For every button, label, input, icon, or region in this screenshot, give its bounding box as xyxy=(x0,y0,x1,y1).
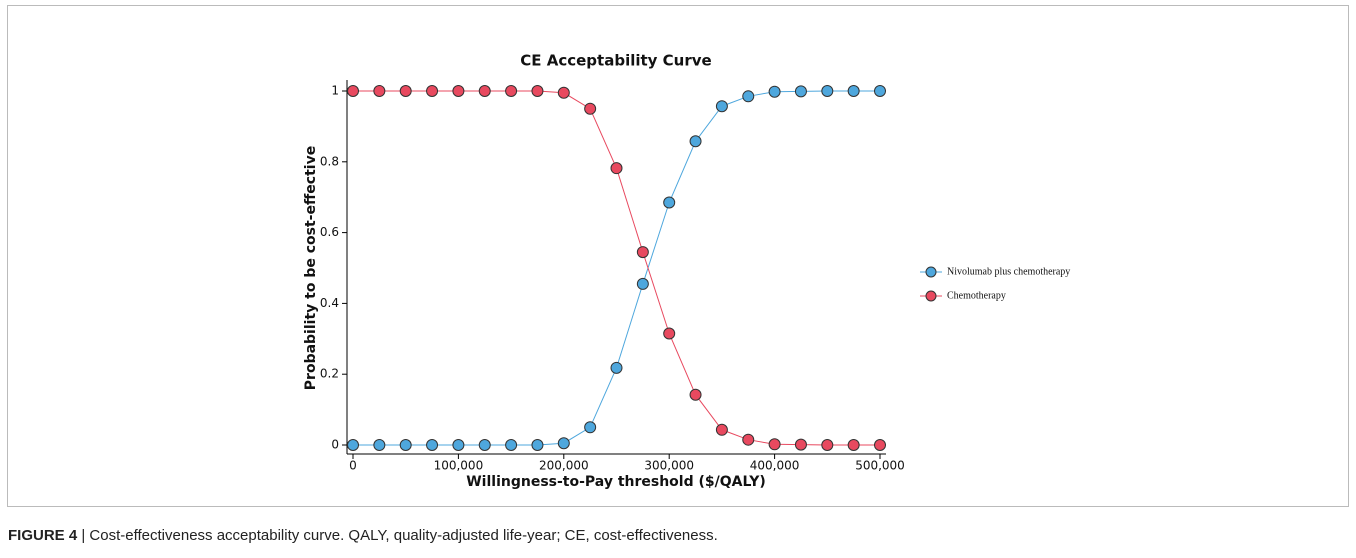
data-point xyxy=(557,86,570,99)
x-tick-label: 500,000 xyxy=(855,459,905,473)
data-point xyxy=(531,439,544,451)
figure-frame xyxy=(7,5,1349,507)
data-point xyxy=(636,246,649,259)
data-point xyxy=(478,85,491,97)
legend-marker xyxy=(925,266,937,278)
x-tick-label: 100,000 xyxy=(434,459,484,473)
data-point xyxy=(663,327,676,340)
data-point xyxy=(584,421,597,434)
y-tick-label: 0 xyxy=(331,438,339,452)
data-point xyxy=(373,85,386,97)
legend-label: Nivolumab plus chemotherapy xyxy=(947,266,1070,277)
data-point xyxy=(610,162,623,175)
data-point xyxy=(794,85,807,98)
data-point xyxy=(531,85,544,97)
caption-text: Cost-effectiveness acceptability curve. … xyxy=(89,527,718,544)
data-point xyxy=(557,437,570,450)
data-point xyxy=(636,277,649,290)
data-point xyxy=(768,85,781,98)
data-point xyxy=(373,439,386,451)
data-point xyxy=(874,85,886,97)
y-tick-label: 0.8 xyxy=(320,154,339,168)
data-point xyxy=(426,85,439,97)
data-point xyxy=(347,439,359,451)
data-point xyxy=(847,85,860,97)
legend-marker xyxy=(925,290,937,302)
data-point xyxy=(847,439,860,451)
y-tick-label: 0.6 xyxy=(320,225,339,239)
data-point xyxy=(794,438,807,451)
data-point xyxy=(505,85,518,97)
x-axis-label: Willingness-to-Pay threshold ($/QALY) xyxy=(466,474,766,490)
data-point xyxy=(874,439,886,451)
data-point xyxy=(768,438,781,451)
data-point xyxy=(610,361,623,374)
figure: CE Acceptability Curve Willingness-to-Pa… xyxy=(7,5,1349,507)
data-point xyxy=(715,423,728,436)
data-point xyxy=(505,439,518,451)
y-tick-label: 0.2 xyxy=(320,367,339,381)
data-point xyxy=(689,135,702,148)
data-point xyxy=(689,388,702,401)
data-point xyxy=(399,439,412,451)
chart-title: CE Acceptability Curve xyxy=(520,52,711,70)
data-point xyxy=(821,439,834,451)
x-tick-label: 400,000 xyxy=(750,459,800,473)
data-point xyxy=(742,90,755,103)
x-tick-label: 0 xyxy=(349,459,357,473)
data-point xyxy=(478,439,491,451)
data-point xyxy=(399,85,412,97)
y-tick-label: 1 xyxy=(331,84,339,98)
series-line xyxy=(353,90,880,446)
caption: FIGURE 4 | Cost-effectiveness acceptabil… xyxy=(8,527,718,544)
data-point xyxy=(663,196,676,209)
data-point xyxy=(584,102,597,115)
caption-label: FIGURE 4 xyxy=(8,527,78,544)
x-tick-label: 300,000 xyxy=(644,459,694,473)
data-point xyxy=(347,85,359,97)
data-point xyxy=(742,433,755,446)
data-point xyxy=(821,85,834,97)
data-point xyxy=(452,85,465,97)
legend-label: Chemotherapy xyxy=(947,290,1006,301)
y-axis-label: Probability to be cost-effective xyxy=(303,146,319,390)
y-tick-label: 0.4 xyxy=(320,296,339,310)
data-point xyxy=(452,439,465,451)
series-line xyxy=(353,90,880,446)
data-point xyxy=(715,100,728,113)
x-tick-label: 200,000 xyxy=(539,459,589,473)
data-point xyxy=(426,439,439,451)
